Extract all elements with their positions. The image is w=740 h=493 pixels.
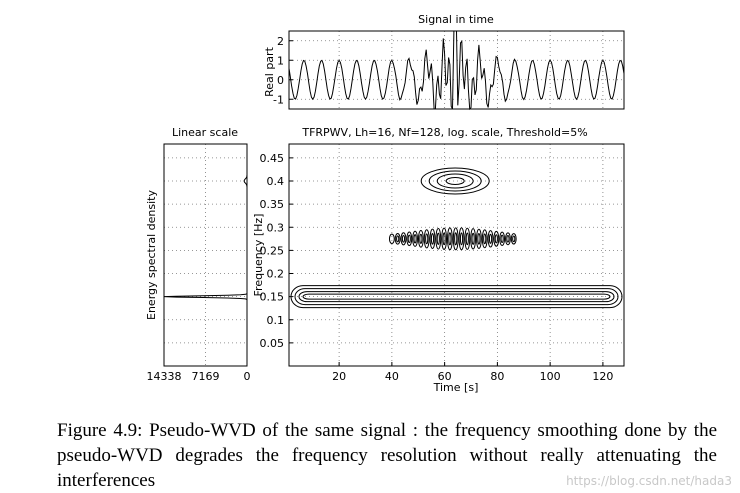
signal-grid [289, 31, 624, 109]
atom-contour [436, 173, 474, 189]
interference-contour [406, 231, 413, 247]
tfr-panel: TFRPWV, Lh=16, Nf=128, log. scale, Thres… [252, 126, 625, 394]
signal-yticks: -1 0 1 2 [273, 35, 293, 106]
interference-contour [448, 232, 452, 246]
tfr-xtick-label: 100 [540, 370, 561, 383]
tfr-title: TFRPWV, Lh=16, Nf=128, log. scale, Thres… [301, 126, 587, 139]
spectrum-axes [163, 143, 248, 367]
signal-ylabel: Real part [263, 46, 276, 96]
signal-ytick-label: 1 [277, 54, 284, 67]
atom-contour [428, 170, 482, 192]
tfr-ytick-label: 0.45 [260, 152, 285, 165]
atom-contour [445, 177, 465, 185]
spectrum-ylabel: Energy spectral density [145, 190, 158, 320]
interference-contour [401, 234, 406, 243]
interference-contour [447, 227, 453, 251]
interference-contour [464, 227, 471, 250]
interference-contour [494, 234, 498, 244]
tfr-xlabel: Time [s] [433, 381, 479, 394]
interference-contour [476, 228, 482, 249]
spectrum-xticks: 14338 7169 0 [147, 370, 251, 383]
tfr-axes [288, 143, 625, 367]
interference-contour [400, 232, 407, 246]
interference-contour [430, 232, 435, 245]
sinusoid-contour [302, 293, 611, 300]
atom-contour [420, 167, 490, 195]
interference-contour [487, 230, 494, 248]
interference-contour [388, 233, 395, 245]
tfr-ylabel: Frequency [Hz] [252, 214, 265, 297]
tfr-contours [290, 167, 623, 309]
spectrum-xtick-label: 0 [244, 370, 251, 383]
signal-panel: Signal in time Real part -1 0 1 2 [263, 13, 625, 111]
interference-contour [505, 232, 511, 246]
tfr-ytick-label: 0.15 [260, 291, 285, 304]
watermark: https://blog.csdn.net/hada3 [566, 474, 732, 488]
signal-line [288, 30, 625, 111]
interference-contour [499, 231, 506, 246]
spectrum-panel: Linear scale Energy spectral density 143… [145, 126, 251, 383]
tfr-xtick-label: 40 [385, 370, 399, 383]
interference-contour [459, 232, 464, 246]
sinusoid-contour [290, 285, 623, 309]
interference-contour [471, 232, 475, 245]
interference-contour [493, 230, 500, 247]
interference-contour [465, 232, 469, 246]
figure-caption: Figure 4.9: Pseudo-WVD of the same signa… [57, 420, 717, 491]
interference-contour [396, 235, 400, 243]
tfr-xtick-label: 120 [592, 370, 613, 383]
interference-contour [413, 234, 417, 244]
interference-contour [481, 229, 488, 249]
tfr-ytick-label: 0.3 [267, 221, 285, 234]
interference-contour [512, 235, 516, 243]
tfr-ytick-label: 0.05 [260, 337, 285, 350]
interference-contour [488, 233, 493, 244]
signal-ytick-label: 2 [277, 35, 284, 48]
tfr-xtick-label: 20 [332, 370, 346, 383]
tfr-grid [289, 144, 624, 366]
interference-contour [458, 227, 465, 251]
signal-axes [288, 30, 625, 110]
interference-contour [417, 229, 424, 248]
interference-contour [483, 233, 487, 245]
tfr-xtick-label: 80 [490, 370, 504, 383]
signal-ytick-label: -1 [273, 93, 284, 106]
interference-contour [435, 228, 442, 250]
tfr-ytick-label: 0.1 [267, 314, 285, 327]
spectrum-grid [164, 144, 247, 366]
figure: Signal in time Real part -1 0 1 2 Linear sc… [145, 13, 625, 394]
tfr-ytick-label: 0.25 [260, 244, 285, 257]
interference-contour [419, 233, 423, 244]
sinusoid-contour [294, 288, 619, 306]
interference-contour [510, 233, 517, 245]
interference-contour [506, 235, 510, 243]
spectrum-xtick-label: 7169 [192, 370, 220, 383]
tfr-xtick-label: 60 [438, 370, 452, 383]
interference-contour [470, 228, 477, 250]
tfr-ytick-label: 0.35 [260, 198, 285, 211]
spectrum-xtick-label: 14338 [147, 370, 182, 383]
signal-ytick-label: 0 [277, 74, 284, 87]
interference-contour [477, 233, 481, 245]
interference-contour [425, 233, 429, 245]
interference-contour [442, 232, 446, 246]
interference-contour [394, 232, 401, 245]
signal-title: Signal in time [418, 13, 494, 26]
interference-contour [423, 229, 430, 249]
spectrum-title: Linear scale [172, 126, 238, 139]
tfr-ytick-label: 0.2 [267, 268, 285, 281]
interference-contour [412, 230, 418, 247]
interference-contour [407, 234, 411, 244]
tfr-ticks: 20 40 60 80 100 120 0.05 0.1 0.15 0.2 0.25 0.3 0.35 0… [260, 152, 614, 383]
interference-contour [500, 234, 504, 243]
interference-contour [441, 227, 448, 250]
tfr-ytick-label: 0.4 [267, 175, 285, 188]
interference-contour [436, 232, 440, 245]
sinusoid-contour [298, 291, 615, 303]
interference-contour [454, 232, 458, 246]
interference-contour [452, 227, 459, 251]
interference-contour [429, 228, 436, 250]
